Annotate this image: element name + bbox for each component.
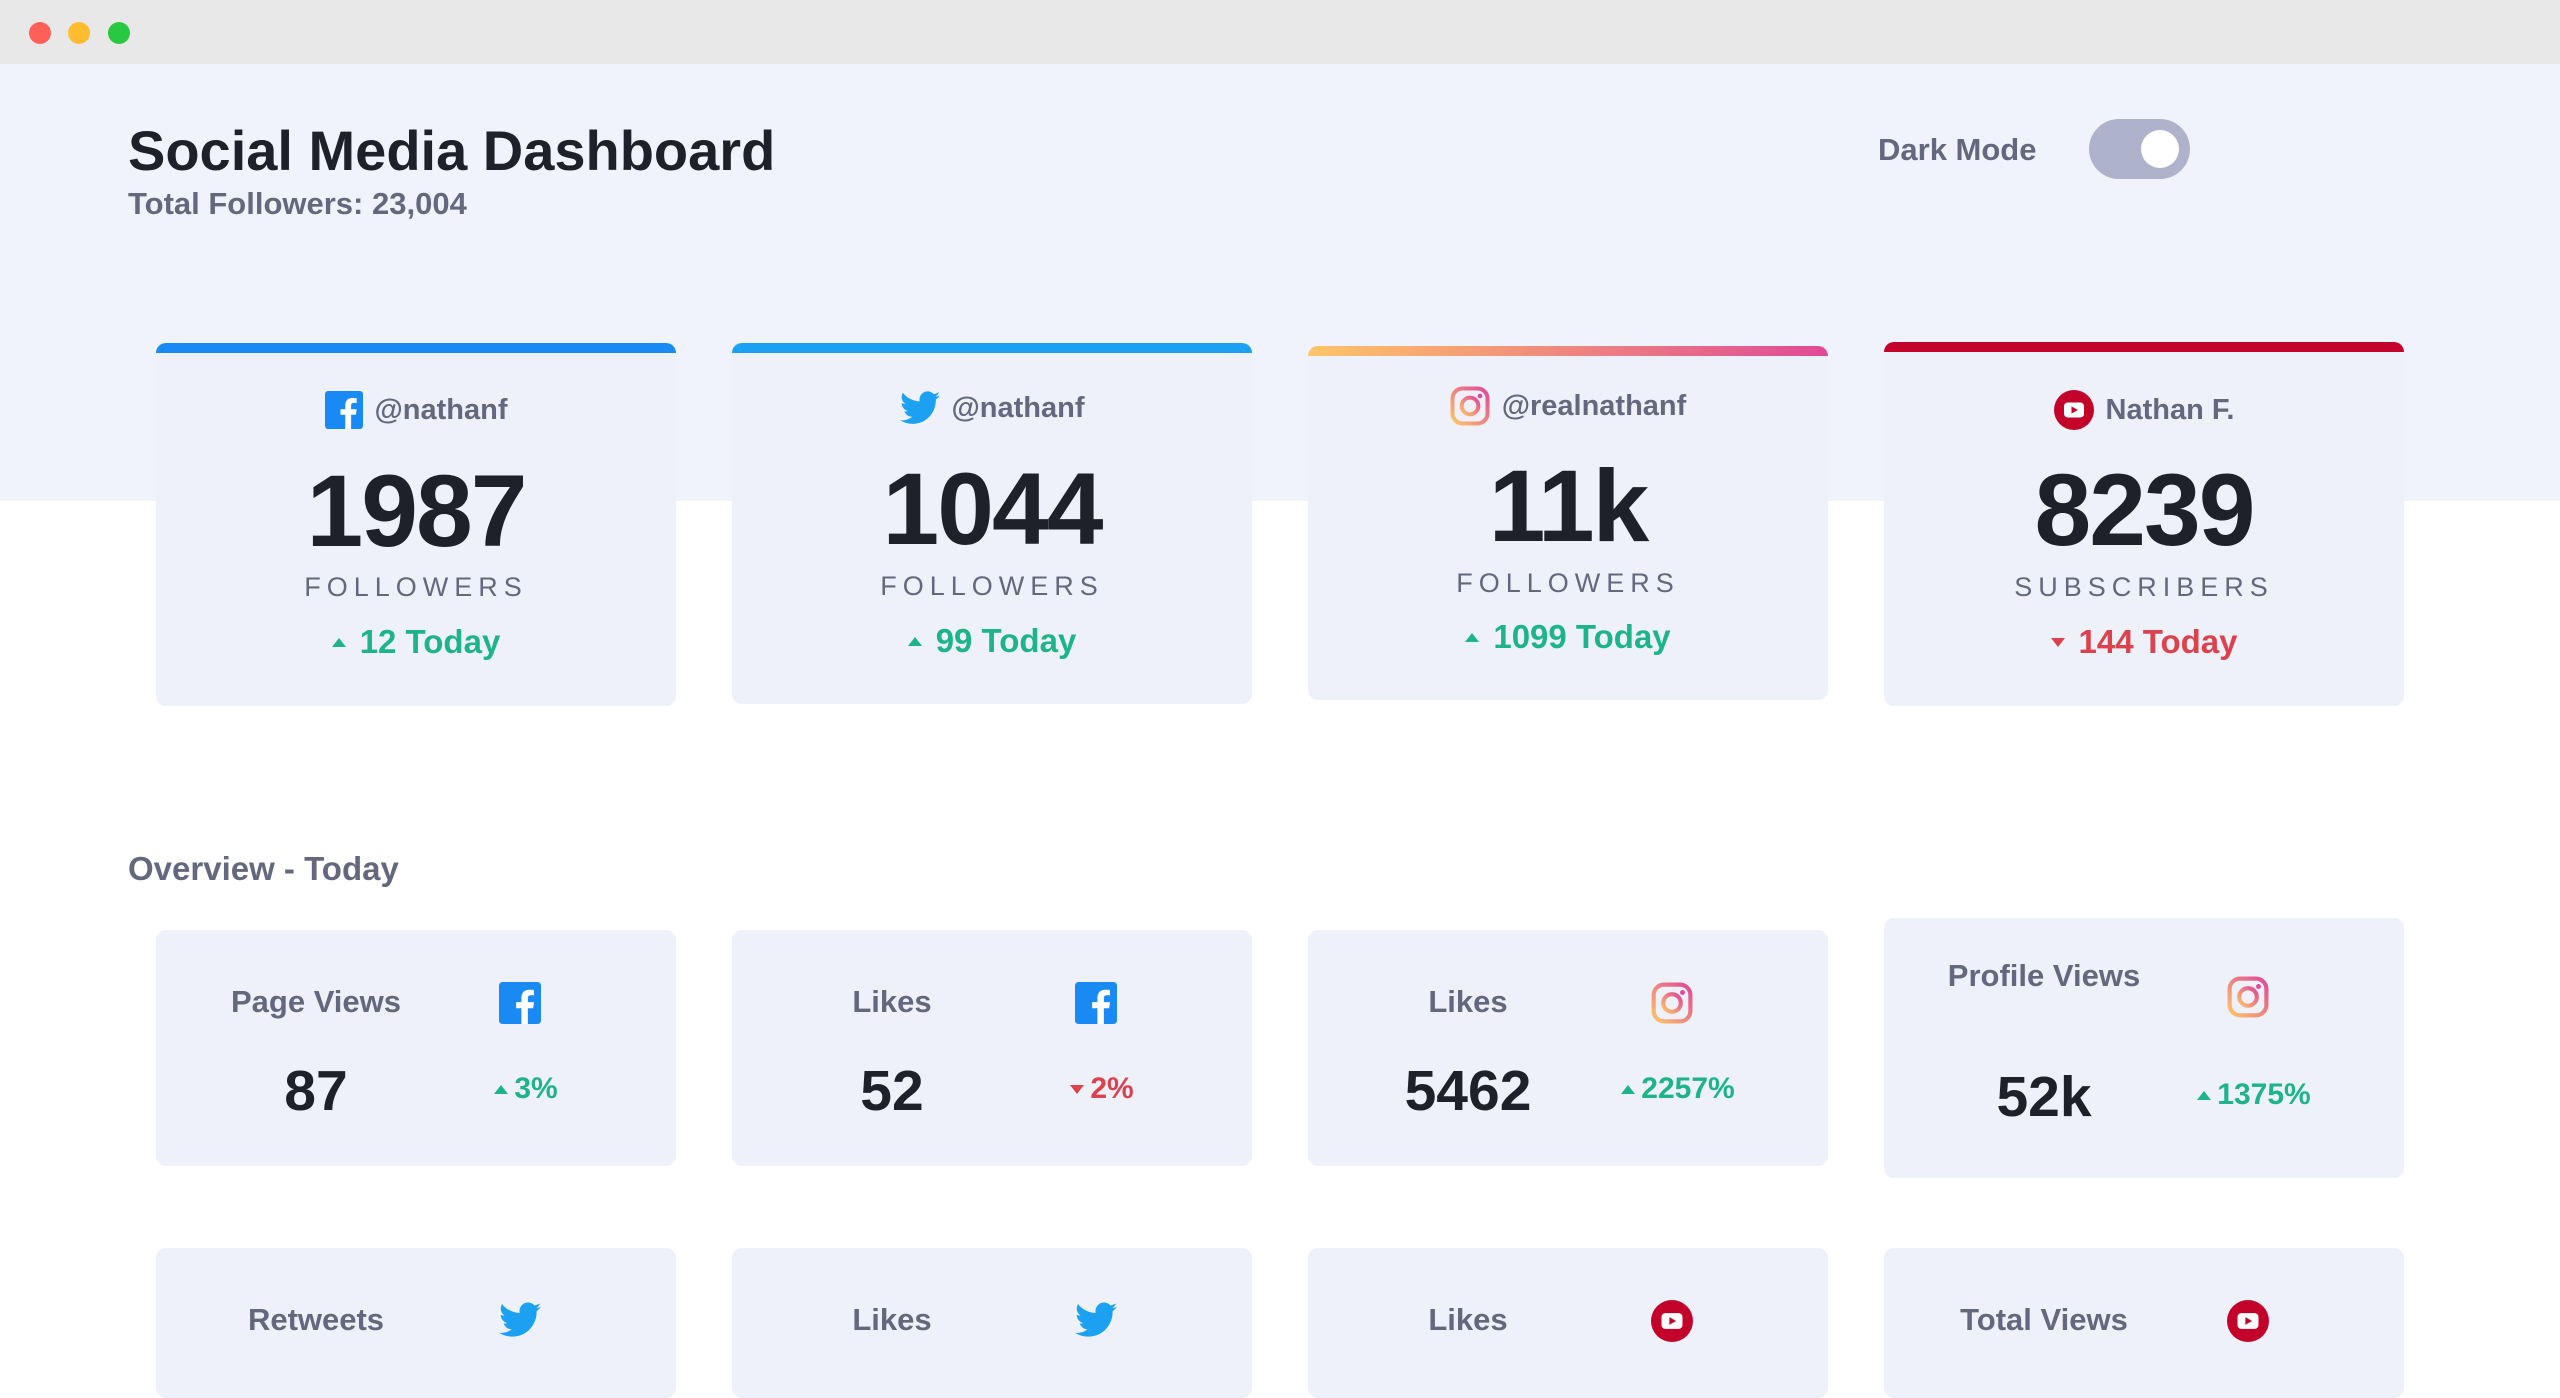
minimize-window-button[interactable] <box>68 22 90 44</box>
overview-label: Likes <box>1428 1302 1508 1337</box>
dark-mode-label: Dark Mode <box>1878 132 2037 167</box>
change-text: 2257% <box>1641 1072 1735 1105</box>
overview-value: 52 <box>860 1059 924 1123</box>
facebook-icon <box>499 982 541 1024</box>
overview-title: Overview - Today <box>128 850 399 887</box>
count-unit: FOLLOWERS <box>304 572 528 602</box>
card-handle: @realnathanf <box>1308 386 1828 426</box>
change-text: 1099 Today <box>1493 618 1671 655</box>
handle-text: Nathan F. <box>2105 393 2235 426</box>
arrow-down-icon <box>1070 1084 1085 1094</box>
overview-label: Retweets <box>247 1302 385 1337</box>
card-handle: Nathan F. <box>1884 390 2404 430</box>
instagram-icon <box>2227 976 2269 1018</box>
overview-label: Page Views <box>230 984 402 1019</box>
toggle-knob <box>2141 130 2179 168</box>
overview-change: 2% <box>1002 1072 1202 1106</box>
overview-change: 3% <box>426 1072 626 1106</box>
arrow-up-icon <box>1621 1084 1636 1094</box>
card-handle: @nathanf <box>732 391 1252 425</box>
daily-change: 12 Today <box>156 623 676 661</box>
facebook-icon <box>1075 982 1117 1024</box>
change-text: 12 Today <box>359 623 501 660</box>
follower-count: 1987 <box>306 454 528 568</box>
youtube-icon <box>2054 390 2094 430</box>
overview-card-twitter-likes[interactable]: Likes <box>732 1248 1252 1398</box>
card-accent-bar <box>156 343 676 353</box>
page-title: Social Media Dashboard <box>128 119 776 182</box>
instagram-icon <box>1450 386 1490 426</box>
overview-label: Likes <box>852 984 932 1019</box>
overview-change: 1375% <box>2154 1078 2354 1112</box>
overview-label: Likes <box>1428 984 1508 1019</box>
twitter-icon <box>1075 1302 1117 1344</box>
facebook-icon <box>325 391 363 429</box>
overview-card-facebook-likes[interactable]: Likes 52 2% <box>732 930 1252 1166</box>
card-accent-bar <box>1884 342 2404 352</box>
count-unit: FOLLOWERS <box>1456 568 1680 598</box>
change-text: 99 Today <box>935 622 1077 659</box>
arrow-up-icon <box>2197 1090 2212 1100</box>
daily-change: 99 Today <box>732 622 1252 660</box>
overview-card-youtube-likes[interactable]: Likes <box>1308 1248 1828 1398</box>
overview-change: 2257% <box>1578 1072 1778 1106</box>
overview-label: Total Views <box>1960 1302 2128 1337</box>
card-facebook[interactable]: @nathanf 1987 FOLLOWERS 12 Today <box>156 343 676 706</box>
daily-change: 1099 Today <box>1308 618 1828 656</box>
card-instagram[interactable]: @realnathanf 11k FOLLOWERS 1099 Today <box>1308 346 1828 700</box>
instagram-icon <box>1651 982 1693 1024</box>
follower-count: 11k <box>1488 449 1650 563</box>
overview-card-retweets[interactable]: Retweets <box>156 1248 676 1398</box>
follower-count: 1044 <box>882 452 1104 566</box>
arrow-up-icon <box>331 637 346 647</box>
overview-card-total-views[interactable]: Total Views <box>1884 1248 2404 1398</box>
window-titlebar <box>0 0 2560 64</box>
card-youtube[interactable]: Nathan F. 8239 SUBSCRIBERS 144 Today <box>1884 342 2404 706</box>
dark-mode-toggle[interactable] <box>2089 119 2190 179</box>
card-handle: @nathanf <box>156 391 676 429</box>
overview-card-profile-views[interactable]: Profile Views 52k 1375% <box>1884 918 2404 1178</box>
card-twitter[interactable]: @nathanf 1044 FOLLOWERS 99 Today <box>732 343 1252 704</box>
daily-change: 144 Today <box>1884 623 2404 661</box>
youtube-icon <box>2227 1300 2269 1342</box>
follower-count: 8239 <box>2034 453 2256 567</box>
youtube-icon <box>1651 1300 1693 1342</box>
count-unit: SUBSCRIBERS <box>2014 572 2274 602</box>
overview-value: 52k <box>1996 1065 2092 1129</box>
change-text: 3% <box>514 1072 558 1105</box>
handle-text: @realnathanf <box>1501 389 1687 422</box>
change-text: 2% <box>1090 1072 1134 1105</box>
close-window-button[interactable] <box>29 22 51 44</box>
card-accent-bar <box>732 343 1252 353</box>
arrow-down-icon <box>2050 637 2065 647</box>
overview-value: 5462 <box>1404 1059 1532 1123</box>
overview-label: Profile Views <box>1947 958 2141 993</box>
card-accent-bar <box>1308 346 1828 356</box>
count-unit: FOLLOWERS <box>880 571 1104 601</box>
maximize-window-button[interactable] <box>108 22 130 44</box>
change-text: 1375% <box>2217 1078 2311 1111</box>
overview-label: Likes <box>852 1302 932 1337</box>
overview-card-instagram-likes[interactable]: Likes 5462 2257% <box>1308 930 1828 1166</box>
arrow-up-icon <box>907 636 922 646</box>
arrow-up-icon <box>1465 632 1480 642</box>
overview-card-page-views[interactable]: Page Views 87 3% <box>156 930 676 1166</box>
overview-value: 87 <box>284 1059 348 1123</box>
handle-text: @nathanf <box>374 393 508 426</box>
twitter-icon <box>499 1302 541 1344</box>
handle-text: @nathanf <box>951 391 1085 424</box>
change-text: 144 Today <box>2078 623 2238 660</box>
arrow-up-icon <box>494 1084 509 1094</box>
twitter-icon <box>900 391 940 425</box>
total-followers: Total Followers: 23,004 <box>128 186 467 221</box>
